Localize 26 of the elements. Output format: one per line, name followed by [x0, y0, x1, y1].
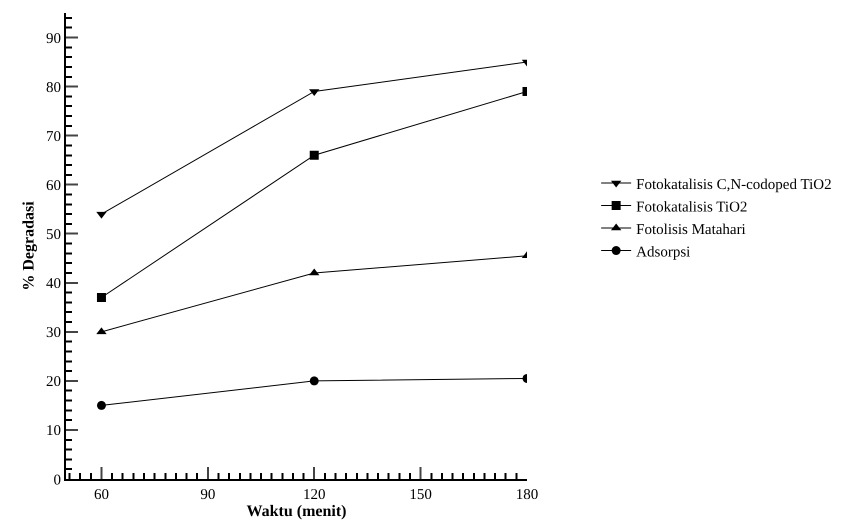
x-tick-label: 60	[94, 487, 109, 503]
y-tick-label: 60	[46, 178, 61, 194]
y-tick-label: 20	[46, 374, 61, 390]
x-axis-title: Waktu (menit)	[246, 503, 346, 520]
y-tick-label: 90	[46, 30, 61, 47]
y-axis-title: % Degradasi	[20, 200, 38, 291]
y-tick-label: 70	[46, 128, 61, 145]
point	[96, 293, 106, 302]
point	[309, 268, 320, 276]
x-tick-label: 90	[200, 487, 216, 503]
legend-label: Fotokatalisis TiO2	[636, 199, 748, 216]
y-tick-label: 0	[54, 472, 61, 488]
legend-label: Adsorpsi	[636, 244, 690, 260]
legend-label: Fotolisis Matahari	[636, 222, 746, 238]
y-tick-label: 80	[46, 80, 61, 96]
y-tick-label: 50	[46, 226, 61, 243]
legend-label: Fotokatalisis C,N-codoped TiO2	[636, 176, 832, 193]
x-tick-label: 120	[302, 487, 326, 503]
point	[310, 376, 319, 386]
y-tick-label: 40	[46, 276, 61, 292]
y-tick-label: 30	[46, 325, 61, 342]
x-tick-label: 150	[409, 487, 432, 503]
y-tick-label: 10	[46, 423, 61, 440]
point	[96, 400, 106, 410]
point	[310, 150, 319, 160]
x-tick-label: 180	[516, 487, 538, 503]
